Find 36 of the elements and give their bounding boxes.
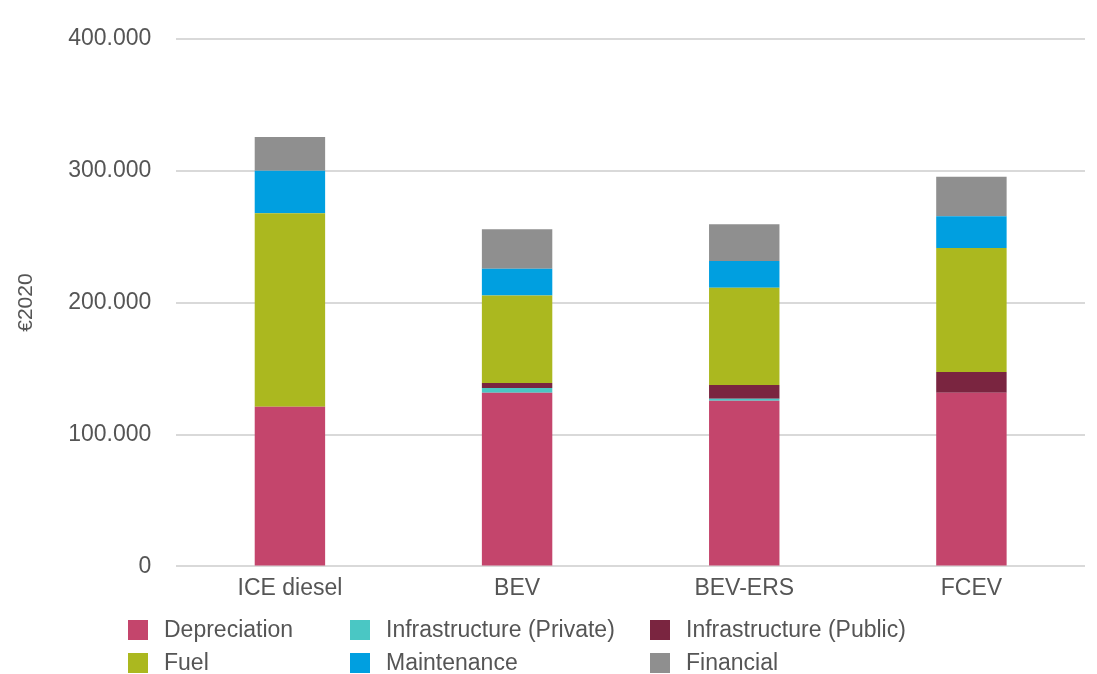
legend-label: Fuel: [164, 649, 209, 674]
bar: [481, 229, 553, 269]
bar: [936, 247, 1007, 372]
bar: [709, 400, 780, 566]
bar: [709, 287, 780, 385]
bar: [254, 213, 326, 407]
bar: [481, 387, 553, 393]
bar: [709, 224, 780, 261]
bar: [254, 136, 326, 171]
legend-label: Maintenance: [386, 649, 518, 674]
bar: [936, 216, 1007, 248]
bar: [709, 260, 780, 288]
bar: [481, 383, 553, 388]
legend-label: Depreciation: [164, 616, 294, 643]
x-tick-label: BEV-ERS: [694, 573, 795, 600]
y-tick-label: 0: [138, 551, 152, 578]
bar: [481, 392, 553, 566]
bar: [254, 170, 326, 214]
bar: [936, 176, 1007, 217]
bar: [254, 406, 326, 566]
legend-label: Infrastructure (Private): [386, 616, 615, 643]
bar: [481, 268, 553, 296]
x-tick-label: BEV: [494, 573, 541, 600]
legend-label: Infrastructure (Public): [686, 616, 906, 643]
y-tick-label: 200.000: [68, 287, 152, 314]
y-tick-label: 400.000: [68, 24, 152, 51]
y-tick-label: 300.000: [68, 156, 152, 183]
legend-label: Financial: [686, 649, 779, 674]
bar: [481, 295, 553, 384]
x-tick-label: ICE diesel: [237, 573, 343, 600]
y-axis-title: €2020: [13, 273, 37, 332]
bar: [709, 384, 780, 399]
x-tick-label: FCEV: [940, 573, 1003, 600]
bar: [936, 371, 1007, 393]
bar: [936, 392, 1007, 566]
y-tick-label: 100.000: [68, 419, 152, 446]
